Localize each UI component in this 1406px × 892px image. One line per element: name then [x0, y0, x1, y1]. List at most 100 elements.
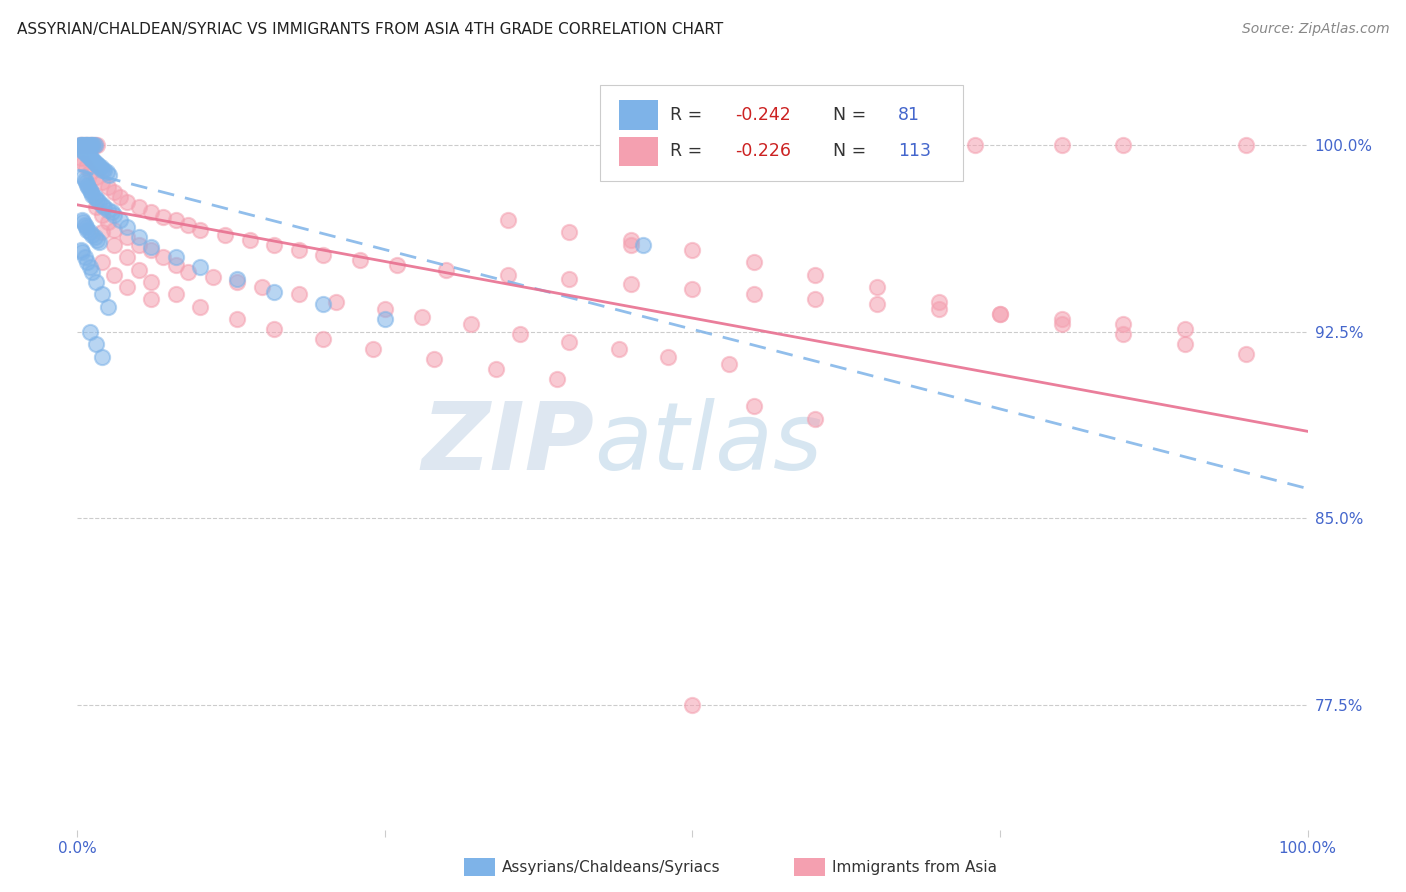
Point	[141, 205, 163, 219]
Text: R =: R =	[671, 106, 709, 124]
Point	[226, 272, 249, 286]
Point	[546, 372, 568, 386]
Point	[73, 173, 96, 187]
Point	[115, 250, 138, 264]
Point	[312, 297, 335, 311]
Point	[76, 148, 98, 162]
Point	[1174, 322, 1197, 336]
Point	[76, 138, 98, 153]
Point	[141, 243, 163, 257]
Point	[77, 148, 100, 162]
Point	[90, 161, 112, 175]
Point	[460, 318, 482, 332]
Point	[201, 270, 224, 285]
Point	[90, 198, 114, 212]
Point	[90, 163, 114, 178]
Point	[312, 247, 335, 261]
Point	[633, 237, 655, 252]
Point	[75, 138, 97, 153]
Point	[928, 294, 950, 309]
Point	[110, 212, 132, 227]
Point	[79, 165, 101, 179]
Text: ASSYRIAN/CHALDEAN/SYRIAC VS IMMIGRANTS FROM ASIA 4TH GRADE CORRELATION CHART: ASSYRIAN/CHALDEAN/SYRIAC VS IMMIGRANTS F…	[17, 22, 723, 37]
Point	[97, 300, 120, 314]
Point	[84, 275, 107, 289]
Point	[76, 138, 98, 153]
Point	[188, 223, 212, 237]
Point	[226, 275, 249, 289]
Point	[804, 412, 827, 426]
Point	[90, 350, 114, 364]
Text: -0.242: -0.242	[735, 106, 792, 124]
Point	[188, 260, 212, 274]
Point	[82, 153, 104, 167]
Point	[496, 212, 519, 227]
Point	[128, 262, 150, 277]
Point	[89, 235, 111, 249]
Point	[1112, 318, 1135, 332]
Point	[903, 138, 925, 153]
Text: ZIP: ZIP	[422, 398, 595, 490]
Point	[83, 155, 105, 169]
Point	[84, 337, 107, 351]
Point	[115, 195, 138, 210]
Point	[98, 168, 121, 182]
Point	[1234, 347, 1257, 361]
Point	[86, 193, 108, 207]
Point	[115, 280, 138, 294]
Point	[866, 280, 889, 294]
Point	[90, 225, 114, 239]
Point	[718, 357, 741, 371]
Point	[607, 342, 630, 356]
Point	[69, 138, 91, 153]
Point	[239, 233, 262, 247]
Point	[82, 138, 104, 153]
Point	[73, 138, 96, 153]
Point	[103, 223, 125, 237]
Point	[620, 277, 643, 292]
Point	[115, 220, 138, 235]
Text: R =: R =	[671, 143, 709, 161]
Point	[103, 186, 125, 200]
Point	[558, 334, 581, 349]
Point	[80, 186, 103, 200]
Point	[250, 280, 273, 294]
Point	[804, 293, 827, 307]
Point	[96, 165, 118, 179]
Point	[620, 233, 643, 247]
Point	[1050, 312, 1073, 326]
Point	[165, 258, 187, 272]
Point	[411, 310, 433, 324]
Point	[558, 225, 581, 239]
Point	[73, 145, 96, 160]
Point	[79, 183, 101, 197]
Point	[103, 208, 125, 222]
Point	[83, 230, 105, 244]
Point	[83, 190, 105, 204]
Point	[70, 143, 93, 157]
Point	[72, 170, 94, 185]
Point	[83, 138, 105, 153]
Point	[79, 260, 101, 274]
Point	[361, 342, 384, 356]
Point	[77, 180, 100, 194]
Point	[485, 362, 508, 376]
Point	[76, 178, 98, 192]
Point	[496, 268, 519, 282]
Point	[76, 223, 98, 237]
Point	[141, 240, 163, 254]
Point	[128, 230, 150, 244]
Point	[226, 312, 249, 326]
Point	[436, 262, 458, 277]
Point	[288, 243, 311, 257]
Point	[682, 282, 704, 296]
Point	[93, 200, 115, 214]
Point	[682, 698, 704, 712]
Point	[90, 287, 114, 301]
Point	[988, 307, 1011, 321]
Point	[165, 212, 187, 227]
Point	[72, 215, 94, 229]
Point	[87, 158, 110, 172]
Point	[558, 272, 581, 286]
Point	[141, 293, 163, 307]
